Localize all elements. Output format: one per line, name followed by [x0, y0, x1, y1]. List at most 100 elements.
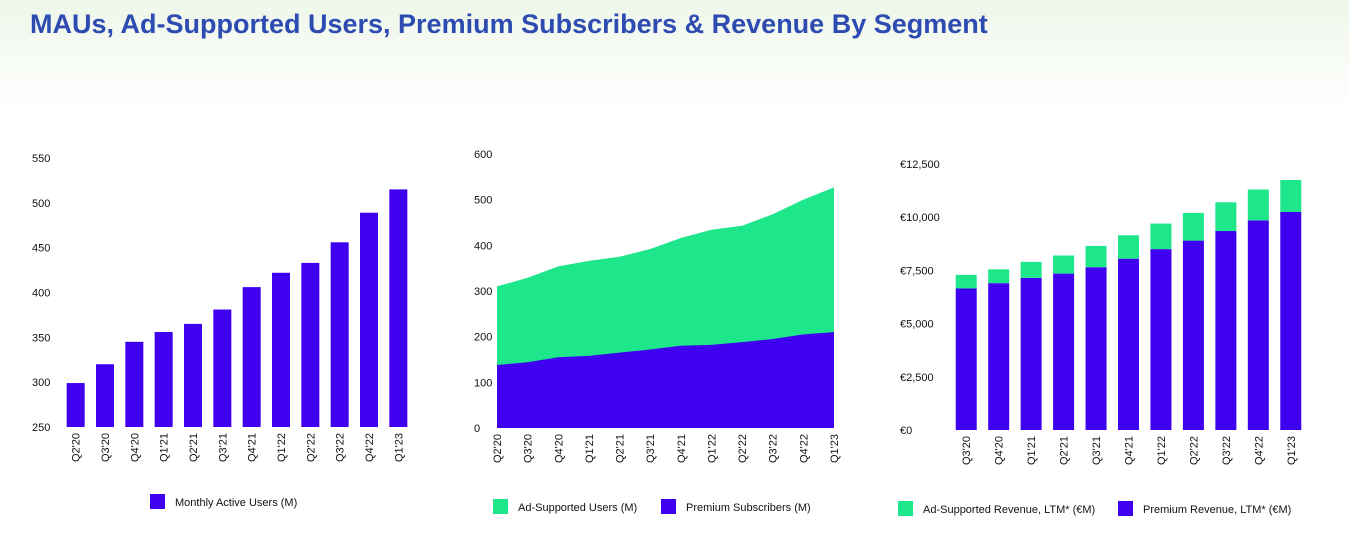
x-tick-label-3-8: Q3'22 [1221, 436, 1233, 465]
ad-supported-revenue-bar-4 [1085, 245, 1107, 268]
x-tick-label-2-5: Q3'21 [645, 434, 657, 463]
ad-supported-revenue-bar-2 [1020, 261, 1042, 278]
x-tick-label-2-7: Q1'22 [706, 434, 718, 463]
x-tick-label-1-3: Q1'21 [159, 433, 171, 462]
ad-supported-revenue-bar-1 [988, 269, 1010, 284]
y-tick-label-1-6: 250 [32, 422, 50, 434]
y-tick-label-2-3: 300 [474, 286, 492, 298]
y-tick-label-1-3: 400 [32, 288, 50, 300]
x-tick-label-3-5: Q4'21 [1124, 436, 1136, 465]
x-tick-label-1-6: Q4'21 [247, 433, 259, 462]
legend-swatch-2-0 [493, 499, 508, 514]
y-tick-label-3-5: €0 [900, 425, 912, 437]
y-tick-label-2-0: 600 [474, 149, 492, 161]
ad-supported-revenue-bar-3 [1053, 255, 1075, 274]
x-tick-label-1-11: Q1'23 [393, 433, 405, 462]
legend-swatch-2-1 [661, 499, 676, 514]
y-tick-label-2-2: 400 [474, 240, 492, 252]
mau-bar-4 [184, 323, 202, 427]
premium-revenue-bar-4 [1085, 267, 1107, 430]
x-tick-label-1-9: Q3'22 [335, 433, 347, 462]
mau-bar-8 [301, 262, 320, 427]
ad-supported-revenue-bar-10 [1280, 179, 1302, 212]
y-tick-label-2-4: 200 [474, 332, 492, 344]
ad-supported-revenue-bar-7 [1182, 212, 1204, 241]
legend-label-2-0: Ad-Supported Users (M) [518, 502, 637, 514]
mau-bar-9 [330, 242, 349, 427]
mau-bar-5 [213, 309, 232, 427]
y-tick-label-3-4: €2,500 [900, 372, 934, 384]
mau-bar-1 [96, 364, 114, 427]
y-tick-label-3-3: €5,000 [900, 319, 934, 331]
premium-revenue-bar-5 [1118, 258, 1139, 430]
x-tick-label-2-3: Q1'21 [584, 434, 596, 463]
x-tick-label-2-6: Q4'21 [676, 434, 688, 463]
x-tick-label-1-5: Q3'21 [217, 433, 229, 462]
legend-swatch-3-1 [1118, 501, 1133, 516]
x-tick-label-1-10: Q4'22 [364, 433, 376, 462]
premium-subscribers-area [497, 332, 834, 428]
premium-revenue-bar-1 [988, 283, 1010, 430]
ad-supported-revenue-bar-0 [955, 274, 977, 289]
x-tick-label-3-10: Q1'23 [1286, 436, 1298, 465]
y-tick-label-1-5: 300 [32, 377, 50, 389]
y-tick-label-1-1: 500 [32, 198, 50, 210]
y-tick-label-3-2: €7,500 [900, 265, 934, 277]
premium-revenue-bar-6 [1150, 249, 1172, 430]
ad-supported-revenue-bar-5 [1118, 235, 1139, 259]
page-title: MAUs, Ad-Supported Users, Premium Subscr… [30, 9, 988, 39]
x-tick-label-1-2: Q4'20 [129, 433, 141, 462]
x-tick-label-2-9: Q3'22 [768, 434, 780, 463]
premium-revenue-bar-7 [1182, 240, 1204, 430]
premium-revenue-bar-8 [1215, 231, 1237, 430]
x-tick-label-1-1: Q3'20 [100, 433, 112, 462]
y-tick-label-1-2: 450 [32, 243, 50, 255]
premium-revenue-bar-3 [1053, 273, 1075, 430]
ad-supported-revenue-bar-9 [1247, 189, 1269, 221]
x-tick-label-1-0: Q2'20 [71, 433, 83, 462]
legend-label-3-0: Ad-Supported Revenue, LTM* (€M) [923, 504, 1095, 516]
y-tick-label-1-4: 350 [32, 332, 50, 344]
legend-swatch-1-0 [150, 494, 165, 509]
premium-revenue-bar-10 [1280, 211, 1302, 430]
y-tick-label-3-1: €10,000 [900, 212, 940, 224]
x-tick-label-1-7: Q1'22 [276, 433, 288, 462]
y-tick-label-1-0: 550 [32, 153, 50, 165]
x-tick-label-2-10: Q4'22 [798, 434, 810, 463]
x-tick-label-3-1: Q4'20 [994, 436, 1006, 465]
x-tick-label-2-8: Q2'22 [737, 434, 749, 463]
mau-bar-6 [242, 287, 261, 427]
y-tick-label-3-0: €12,500 [900, 159, 940, 171]
x-tick-label-2-11: Q1'23 [829, 434, 841, 463]
ad-supported-revenue-bar-6 [1150, 223, 1172, 250]
premium-revenue-bar-0 [955, 288, 977, 430]
mau-bar-0 [66, 383, 85, 427]
x-tick-label-3-0: Q3'20 [961, 436, 973, 465]
premium-revenue-bar-9 [1247, 220, 1269, 430]
y-tick-label-2-1: 500 [474, 195, 492, 207]
y-tick-label-2-6: 0 [474, 423, 480, 435]
x-tick-label-3-6: Q1'22 [1156, 436, 1168, 465]
mau-bar-7 [272, 272, 290, 427]
y-tick-label-2-5: 100 [474, 377, 492, 389]
legend-swatch-3-0 [898, 501, 913, 516]
legend-label-2-1: Premium Subscribers (M) [686, 502, 811, 514]
x-tick-label-2-2: Q4'20 [553, 434, 565, 463]
mau-bar-2 [125, 341, 144, 427]
x-tick-label-1-4: Q2'21 [188, 433, 200, 462]
x-tick-label-3-7: Q2'22 [1188, 436, 1200, 465]
legend-label-1-0: Monthly Active Users (M) [175, 497, 297, 509]
mau-bar-3 [154, 331, 173, 427]
x-tick-label-2-0: Q2'20 [492, 434, 504, 463]
x-tick-label-1-8: Q2'22 [305, 433, 317, 462]
legend-label-3-1: Premium Revenue, LTM* (€M) [1143, 504, 1291, 516]
x-tick-label-2-4: Q2'21 [615, 434, 627, 463]
mau-bar-11 [389, 189, 408, 427]
ad-supported-revenue-bar-8 [1215, 202, 1237, 232]
x-tick-label-3-4: Q3'21 [1091, 436, 1103, 465]
x-tick-label-2-1: Q3'20 [523, 434, 535, 463]
x-tick-label-3-2: Q1'21 [1026, 436, 1038, 465]
x-tick-label-3-3: Q2'21 [1059, 436, 1071, 465]
x-tick-label-3-9: Q4'22 [1253, 436, 1265, 465]
